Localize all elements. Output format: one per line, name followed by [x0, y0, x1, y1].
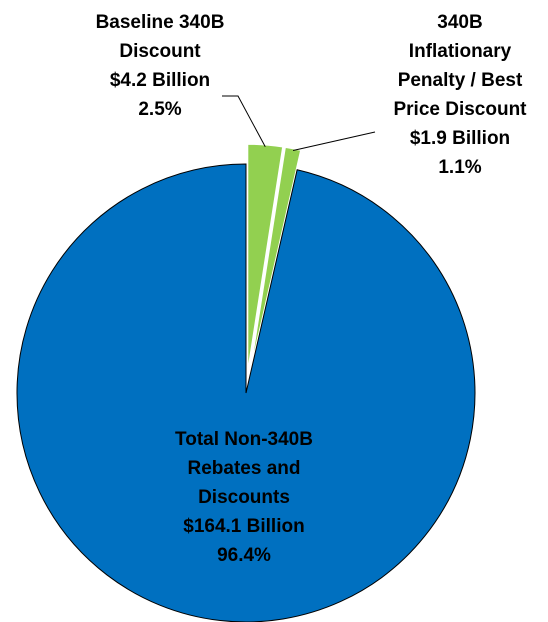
pie-slice-2	[249, 146, 302, 374]
slice-label-2-line-1: 340B	[437, 12, 482, 33]
pie-slice-1	[246, 143, 284, 374]
slice-label-2-line-6: 1.1%	[438, 157, 481, 178]
leader-line-1	[222, 95, 266, 147]
slice-label-3-line-5: 96.4%	[217, 545, 271, 566]
slice-label-1-line-3: $4.2 Billion	[110, 70, 210, 91]
slice-label-2-line-5: $1.9 Billion	[410, 128, 510, 149]
slice-label-3-line-3: Discounts	[198, 487, 290, 508]
slice-label-3-line-1: Total Non-340B	[175, 429, 313, 450]
slice-label-2-line-4: Price Discount	[393, 99, 527, 120]
slice-labels: Baseline 340B Discount $4.2 Billion 2.5% 340…	[96, 12, 528, 566]
slice-label-2: 340B Inflationary Penalty / Best Price Disc…	[393, 12, 527, 178]
pie-slice-3	[16, 163, 476, 622]
slice-label-3-line-4: $164.1 Billion	[183, 516, 304, 537]
leader-lines	[222, 95, 376, 151]
slice-label-3-line-2: Rebates and	[188, 458, 301, 479]
slice-label-1: Baseline 340B Discount $4.2 Billion 2.5%	[96, 12, 225, 120]
slice-label-2-line-2: Inflationary	[409, 41, 512, 62]
slice-label-3: Total Non-340B Rebates and Discounts $164.1…	[175, 429, 313, 566]
pie-slices	[16, 143, 476, 622]
slice-label-1-line-1: Baseline 340B	[96, 12, 225, 33]
slice-label-2-line-3: Penalty / Best	[398, 70, 523, 91]
slice-label-1-line-2: Discount	[119, 41, 201, 62]
leader-line-2	[292, 131, 376, 151]
slice-label-1-line-4: 2.5%	[138, 99, 181, 120]
